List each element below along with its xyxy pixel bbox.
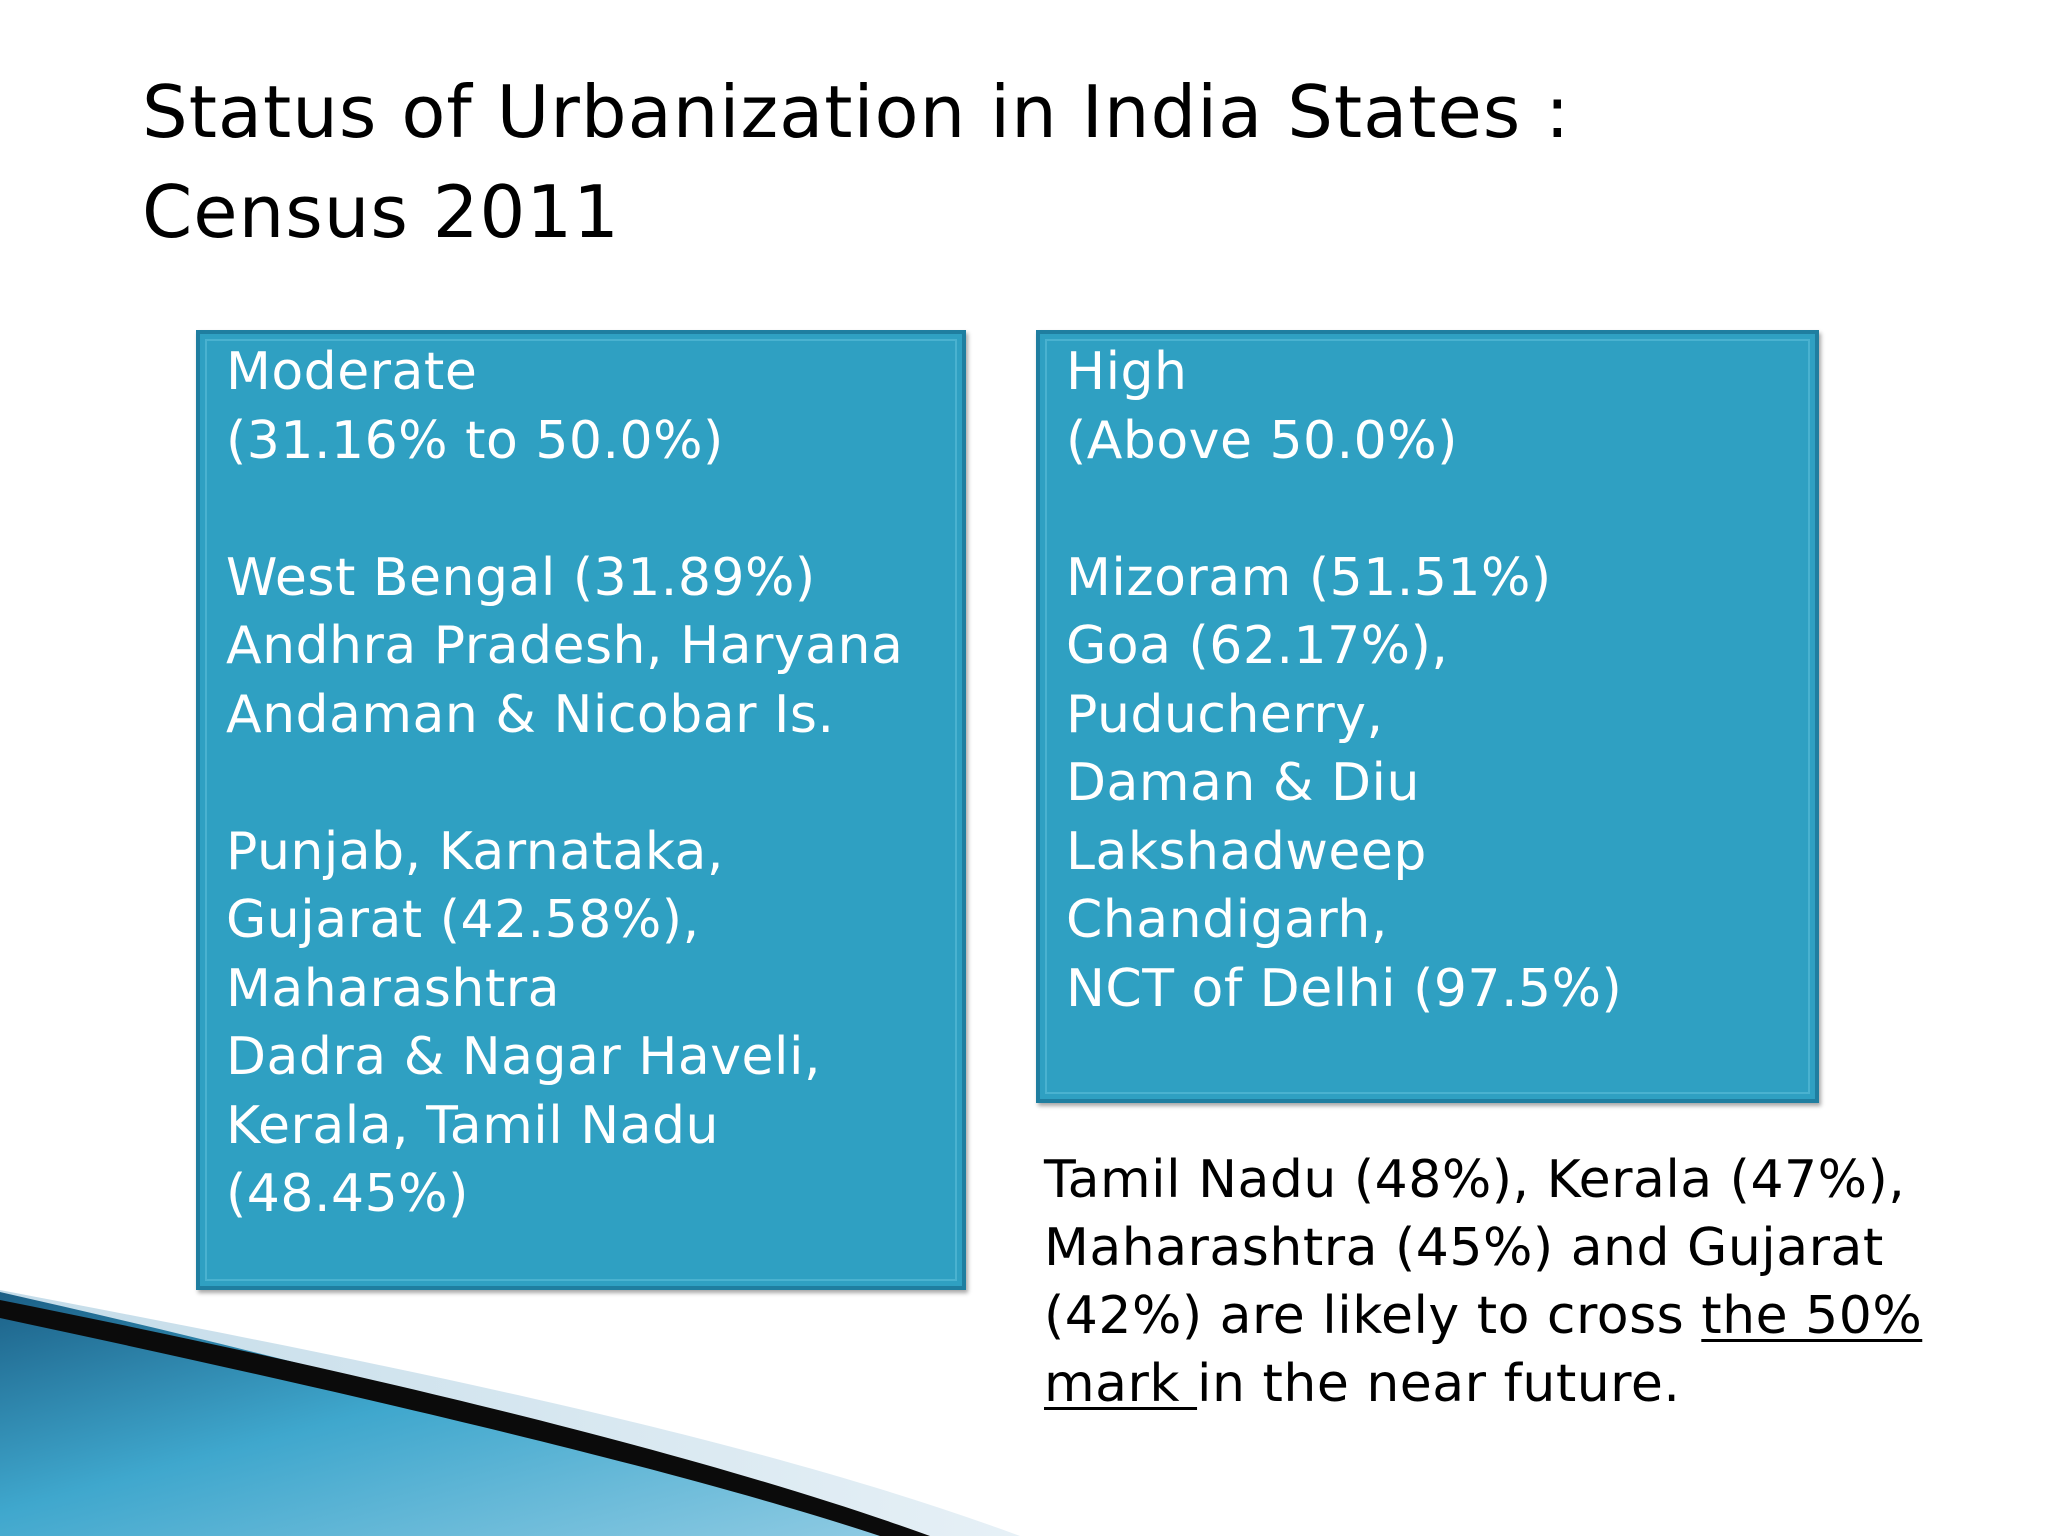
high-state-line: Daman & Diu [1066,753,1420,813]
high-heading: High [1066,342,1188,402]
high-state-line: Puducherry, [1066,684,1384,745]
forecast-note-text-end: in the near future. [1197,1354,1681,1414]
swoosh-light-band [0,1290,1020,1536]
moderate-category-box: Moderate (31.16% to 50.0%) West Bengal (… [196,330,966,1290]
high-box-text: High (Above 50.0%) Mizoram (51.51%) Goa … [1066,338,1805,1023]
high-range: (Above 50.0%) [1066,410,1458,471]
high-state-line: NCT of Delhi (97.5%) [1066,958,1623,1019]
moderate-state-line: Punjab, Karnataka, [226,821,724,882]
moderate-state-line: West Bengal (31.89%) [226,547,816,608]
moderate-state-line: Andhra Pradesh, Haryana [226,616,904,676]
high-state-line: Mizoram (51.51%) [1066,547,1552,608]
high-state-line: Chandigarh, [1066,890,1388,950]
forecast-note: Tamil Nadu (48%), Kerala (47%), Maharash… [1044,1146,1944,1418]
high-state-line: Goa (62.17%), [1066,616,1449,676]
moderate-state-line: (48.45%) [226,1164,469,1224]
swoosh-blue-band [0,1292,900,1536]
moderate-state-line: Maharashtra [226,958,560,1019]
forecast-note-underlined: the 50% mark [1044,1286,1923,1414]
moderate-range: (31.16% to 50.0%) [226,410,724,471]
slide-title: Status of Urbanization in India States :… [142,70,1571,254]
high-state-line: Lakshadweep [1066,821,1427,882]
moderate-box-text: Moderate (31.16% to 50.0%) West Bengal (… [226,338,952,1229]
high-category-box: High (Above 50.0%) Mizoram (51.51%) Goa … [1036,330,1819,1103]
moderate-state-line: Gujarat (42.58%), [226,890,700,950]
moderate-state-line: Kerala, Tamil Nadu [226,1095,719,1156]
swoosh-dark-stroke [0,1300,930,1536]
forecast-note-text: Tamil Nadu (48%), Kerala (47%), Maharash… [1044,1150,1906,1346]
moderate-state-line: Dadra & Nagar Haveli, [226,1027,821,1087]
moderate-state-line: Andaman & Nicobar Is. [226,684,835,745]
moderate-heading: Moderate [226,342,478,402]
